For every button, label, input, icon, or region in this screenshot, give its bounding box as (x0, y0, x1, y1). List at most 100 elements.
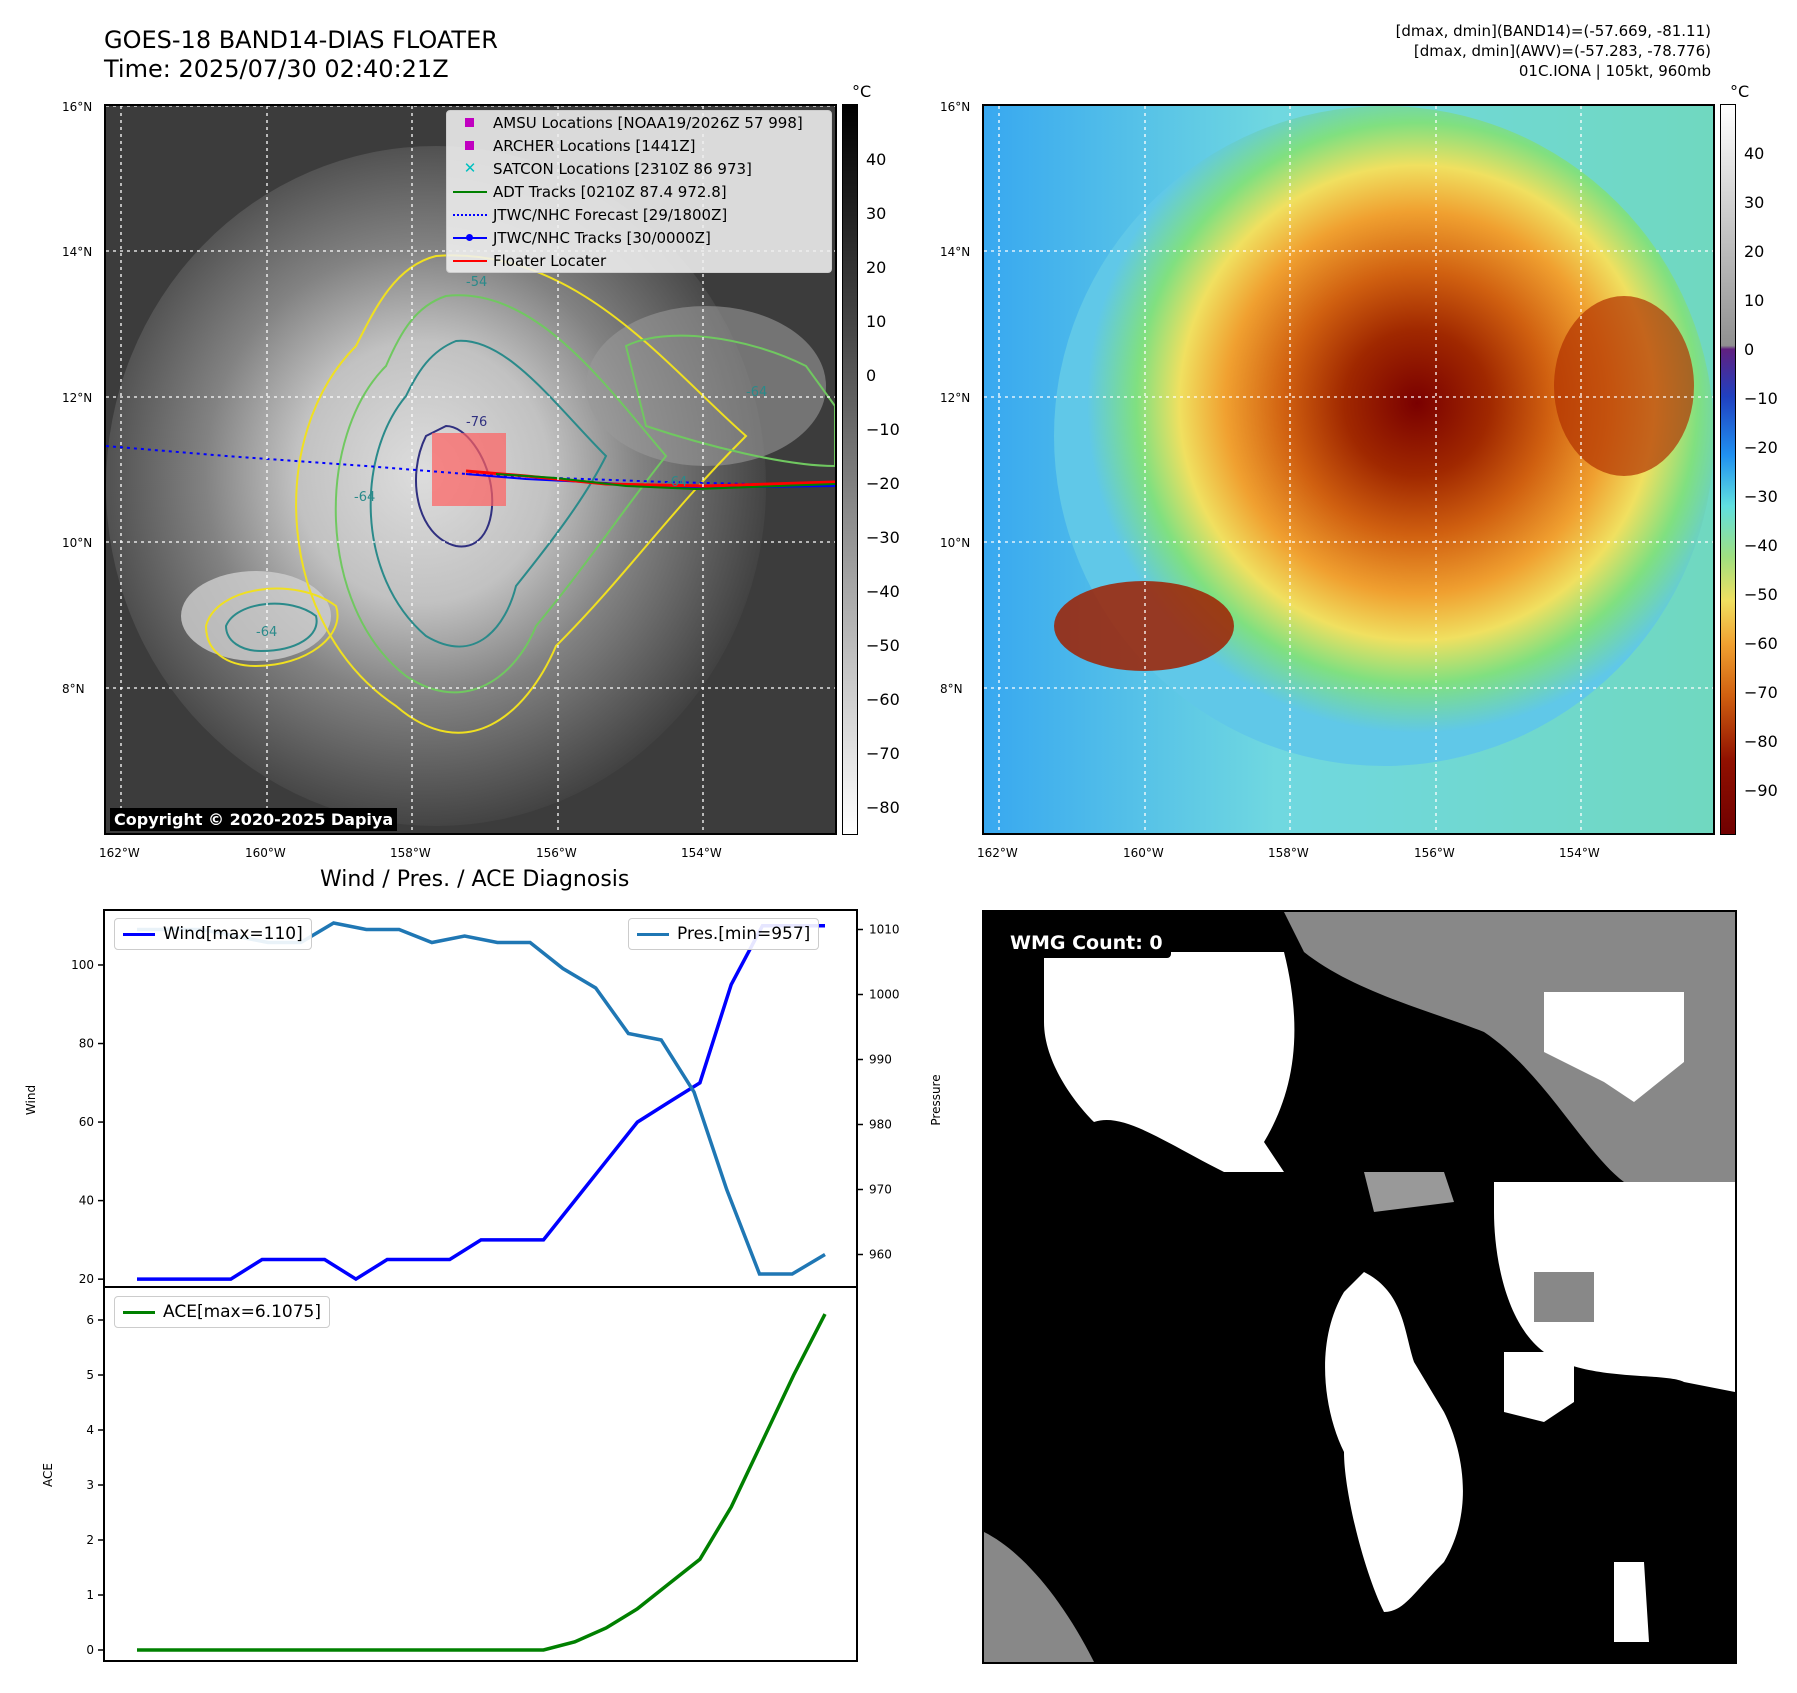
colorbar-tick: 0 (866, 366, 877, 385)
lon-tick: 156°W (1414, 846, 1455, 860)
ace-axis-label: ACE (41, 1463, 55, 1487)
diagnosis-chart: 100 80 60 40 20 1010 1000 990 980 970 960 6 5 4 3 2 1 0… (24, 909, 943, 1662)
legend-item: AMSU Locations [NOAA19/2026Z 57 998] (447, 111, 831, 134)
solid-line-icon (115, 919, 163, 949)
dotted-line-icon (447, 203, 493, 226)
ir-map-panel: -64 -64 -64 -76 -54 -64 AMSU Locations [… (104, 104, 837, 835)
lon-tick: 158°W (390, 846, 431, 860)
wmg-count-badge: WMG Count: 0 (1002, 928, 1171, 958)
lon-tick: 154°W (1559, 846, 1600, 860)
colorbar-tick: −40 (1744, 536, 1778, 555)
ace-legend: ACE[max=6.1075] (114, 1296, 330, 1328)
colorbar-tick: −10 (866, 420, 900, 439)
solid-line-icon (447, 249, 493, 272)
map-legend: AMSU Locations [NOAA19/2026Z 57 998] ARC… (446, 110, 832, 273)
wind-pressure-axes (103, 909, 858, 1288)
tick-label: 990 (869, 1053, 892, 1067)
lat-tick: 16°N (940, 100, 971, 114)
storm-info: 01C.IONA | 105kt, 960mb (1518, 62, 1711, 80)
tick-label: 40 (79, 1194, 94, 1208)
tick-label: 5 (86, 1368, 94, 1382)
lat-tick: 12°N (62, 391, 93, 405)
contour-label: -54 (466, 275, 487, 290)
lat-tick: 10°N (940, 536, 971, 550)
solid-line-icon (115, 1297, 163, 1327)
colorbar-tick: −90 (1744, 781, 1778, 800)
gray-colorbar (842, 104, 858, 835)
colorbar-tick: 10 (866, 312, 887, 331)
colorbar-tick: −70 (866, 744, 900, 763)
tick-label: 100 (71, 958, 94, 972)
color-ir-panel (982, 104, 1715, 835)
tick-label: 1 (86, 1588, 94, 1602)
color-colorbar (1720, 104, 1736, 835)
lat-tick: 14°N (940, 245, 971, 259)
tick-label: 20 (79, 1272, 94, 1286)
contour-label: -64 (666, 475, 687, 490)
awv-range: [dmax, dmin](AWV)=(-57.283, -78.776) (1413, 42, 1711, 60)
tick-label: 4 (86, 1423, 94, 1437)
colorbar-tick: 30 (866, 204, 887, 223)
lat-tick: 8°N (940, 682, 963, 696)
tick-label: 1000 (869, 988, 900, 1002)
legend-item: ADT Tracks [0210Z 87.4 972.8] (447, 180, 831, 203)
colorbar-tick: −20 (866, 474, 900, 493)
x-marker-icon: ✕ (463, 159, 477, 177)
contour-label: -64 (746, 385, 767, 400)
legend-item: ARCHER Locations [1441Z] (447, 134, 831, 157)
colorbar-tick: 0 (1744, 340, 1755, 359)
colorbar-tick: −60 (1744, 634, 1778, 653)
colorbar-tick: 40 (866, 150, 887, 169)
wind-series-line (137, 923, 825, 1282)
colorbar-tick: 20 (1744, 242, 1765, 261)
colorbar-tick: −60 (866, 690, 900, 709)
wind-axis-label: Wind (24, 1085, 38, 1115)
colorbar-unit: °C (852, 82, 872, 101)
colorbar-tick: −70 (1744, 683, 1778, 702)
tick-label: 0 (86, 1643, 94, 1657)
legend-item: JTWC/NHC Tracks [30/0000Z] (447, 226, 831, 249)
colorbar-tick: −50 (1744, 585, 1778, 604)
contour-label: -64 (256, 625, 277, 640)
lon-tick: 162°W (99, 846, 140, 860)
lat-tick: 10°N (62, 536, 93, 550)
diagnosis-title: Wind / Pres. / ACE Diagnosis (320, 867, 630, 892)
wmg-panel: WMG Count: 0 (982, 910, 1737, 1664)
tick-label: 1010 (869, 923, 900, 937)
legend-item: JTWC/NHC Forecast [29/1800Z] (447, 203, 831, 226)
colorbar-tick: −30 (1744, 487, 1778, 506)
colorbar-tick: −80 (1744, 732, 1778, 751)
legend-item: ✕ SATCON Locations [2310Z 86 973] (447, 157, 831, 180)
ace-axes (103, 1286, 858, 1662)
colorbar-tick: 10 (1744, 291, 1765, 310)
tick-label: 80 (79, 1037, 94, 1051)
line-dot-icon (447, 226, 493, 249)
lon-tick: 160°W (1123, 846, 1164, 860)
lon-tick: 156°W (536, 846, 577, 860)
tick-label: 2 (86, 1533, 94, 1547)
tick-label: 960 (869, 1248, 892, 1262)
colorbar-tick: −40 (866, 582, 900, 601)
solid-line-icon (447, 180, 493, 203)
colorbar-tick: 30 (1744, 193, 1765, 212)
ace-series-line (137, 1313, 827, 1652)
copyright-label: Copyright © 2020-2025 Dapiya (110, 808, 398, 831)
colorbar-tick: 40 (1744, 144, 1765, 163)
tick-label: 6 (86, 1313, 94, 1327)
colorbar-tick: −10 (1744, 389, 1778, 408)
lon-tick: 154°W (681, 846, 722, 860)
colorbar-tick: −50 (866, 636, 900, 655)
colorbar-tick: −80 (866, 798, 900, 817)
contour-label: -64 (354, 490, 375, 505)
tick-label: 970 (869, 1183, 892, 1197)
tick-label: 3 (86, 1478, 94, 1492)
figure-title: GOES-18 BAND14-DIAS FLOATER (104, 26, 498, 54)
lat-tick: 16°N (62, 100, 93, 114)
tick-label: 980 (869, 1118, 892, 1132)
lon-tick: 162°W (977, 846, 1018, 860)
pressure-legend: Pres.[min=957] (628, 918, 820, 950)
color-ir-map (984, 106, 1713, 833)
colorbar-tick: −20 (1744, 438, 1778, 457)
lon-tick: 160°W (245, 846, 286, 860)
solid-line-icon (629, 919, 677, 949)
